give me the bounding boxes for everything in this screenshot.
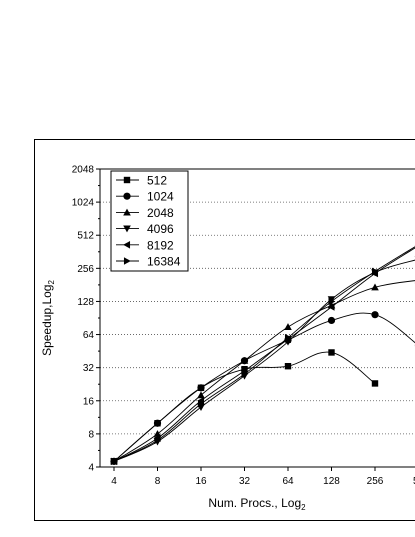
data-point-512 (371, 380, 379, 387)
y-tick-label: 4 (88, 463, 94, 474)
y-tick-label: 2048 (72, 165, 95, 176)
data-point-16384 (197, 400, 205, 408)
y-tick-label: 128 (77, 297, 94, 308)
data-point-1024 (327, 316, 336, 325)
x-tick-label: 8 (155, 476, 161, 487)
y-axis-title: Speedup,Log2 (40, 280, 56, 356)
x-tick-label: 16 (195, 476, 207, 487)
y-tick-label: 256 (77, 264, 94, 275)
data-point-1024 (371, 311, 379, 319)
x-axis-title: Num. Procs., Log2 (208, 496, 306, 512)
legend-label-1024: 1024 (147, 190, 174, 204)
x-tick-label: 64 (282, 476, 294, 487)
legend-label-2048: 2048 (147, 206, 174, 220)
legend-marker-4096 (123, 225, 131, 233)
series-line-1024 (113, 312, 415, 462)
legend-marker-512 (123, 176, 131, 184)
data-point-16384 (154, 436, 162, 445)
series-layer (110, 245, 415, 466)
legend-marker-2048 (123, 208, 131, 216)
data-point-8192 (327, 303, 335, 311)
legend-label-512: 512 (147, 174, 167, 188)
series-line-16384 (113, 246, 415, 462)
legend-box (110, 170, 189, 272)
chart-frame (34, 139, 415, 521)
x-axis-title-subscript: 2 (301, 503, 306, 512)
x-tick-label: 4 (111, 476, 117, 487)
data-point-16384 (110, 457, 118, 466)
y-tick-label: 16 (83, 396, 95, 407)
y-tick-label: 8 (88, 429, 94, 440)
y-tick-label: 32 (83, 363, 95, 374)
data-point-2048 (197, 391, 205, 399)
legend-label-4096: 4096 (147, 222, 174, 236)
x-tick-label: 128 (323, 476, 340, 487)
y-tick-label: 512 (77, 231, 94, 242)
data-point-1024 (197, 384, 205, 392)
x-tick-label: 32 (239, 476, 251, 487)
legend-marker-1024 (123, 192, 131, 200)
data-point-16384 (284, 333, 292, 342)
x-tick-label: 256 (367, 476, 384, 487)
legend-marker-16384 (123, 257, 131, 265)
y-tick-label: 1024 (72, 198, 95, 209)
series-line-4096 (113, 259, 415, 462)
data-point-2048 (371, 283, 379, 291)
data-point-512 (328, 349, 335, 356)
series-line-2048 (113, 280, 415, 462)
legend: 512 1024 2048 4096 8192 16384 (110, 170, 189, 272)
legend-marker-8192 (123, 241, 131, 249)
legend-label-8192: 8192 (147, 238, 174, 252)
series-line-8192 (113, 247, 415, 462)
y-tick-label: 64 (83, 330, 95, 341)
axes-layer: 4 8 16 32 64 128 256 512 1024 2048 4 8 16 32 64 128 256 5… (72, 165, 415, 487)
data-point-16384 (371, 267, 379, 276)
data-point-1024 (153, 419, 162, 427)
data-point-16384 (328, 297, 336, 306)
x-tick-label: 51 (413, 476, 415, 487)
y-axis-title-subscript: 2 (47, 280, 56, 285)
data-point-2048 (284, 323, 292, 331)
data-point-2048 (240, 356, 249, 364)
data-point-16384 (241, 370, 249, 378)
data-point-512 (284, 362, 292, 370)
legend-label-16384: 16384 (147, 255, 181, 269)
